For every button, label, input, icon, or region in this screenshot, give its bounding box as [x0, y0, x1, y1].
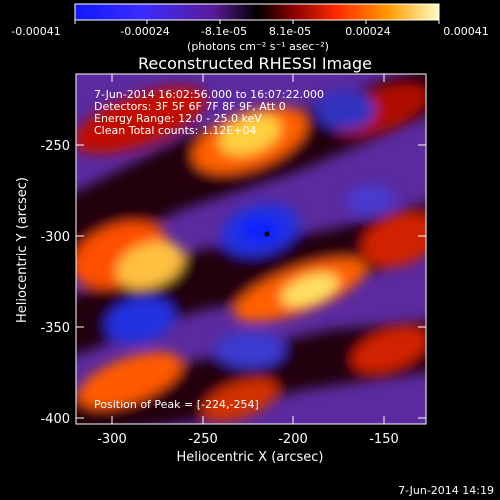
colorbar-tick: -0.00041: [11, 25, 60, 38]
y-tick-label: -250: [40, 139, 70, 154]
y-tick-label: -300: [40, 230, 70, 245]
x-tick-label: -250: [188, 432, 218, 447]
x-tick-label: -200: [278, 432, 308, 447]
colorbar-gradient: [74, 3, 440, 21]
annotation-detectors: Detectors: 3F 5F 6F 7F 8F 9F, Att 0: [94, 100, 286, 113]
colorbar-tick: 0.00024: [345, 25, 391, 38]
annotation-time-range: 7-Jun-2014 16:02:56.000 to 16:07:22.000: [94, 88, 324, 101]
x-axis-label: Heliocentric X (arcsec): [177, 450, 324, 465]
peak-marker: [264, 231, 270, 237]
colorbar-units: (photons cm⁻² s⁻¹ asec⁻²): [187, 40, 329, 53]
annotation-peak: Position of Peak = [-224,-254]: [94, 398, 259, 411]
plot-title-svg: Reconstructed RHESSI Image: [138, 54, 372, 73]
colorbar: -0.00041 -0.00024 -8.1e-05 8.1e-05 0.000…: [11, 3, 489, 53]
heatmap-image: [76, 74, 426, 424]
plot-frame: [75, 73, 427, 425]
x-tick-label: -300: [97, 432, 127, 447]
colorbar-tick: -8.1e-05: [201, 25, 247, 38]
plot-title: Reconstructed RHESSI Image: [138, 54, 372, 73]
y-tick-label: -400: [40, 412, 70, 427]
y-axis-label: Heliocentric Y (arcsec): [15, 177, 30, 323]
x-tick-label: -150: [369, 432, 399, 447]
annotation-clean: Clean Total counts: 1.12E+04: [94, 124, 257, 137]
colorbar-tick: 0.00041: [443, 25, 489, 38]
colorbar-tick: -0.00024: [120, 25, 169, 38]
footer-timestamp: 7-Jun-2014 14:19: [398, 484, 494, 497]
colorbar-tick: 8.1e-05: [269, 25, 311, 38]
annotation-energy: Energy Range: 12.0 - 25.0 keV: [94, 112, 262, 125]
y-tick-label: -350: [40, 321, 70, 336]
